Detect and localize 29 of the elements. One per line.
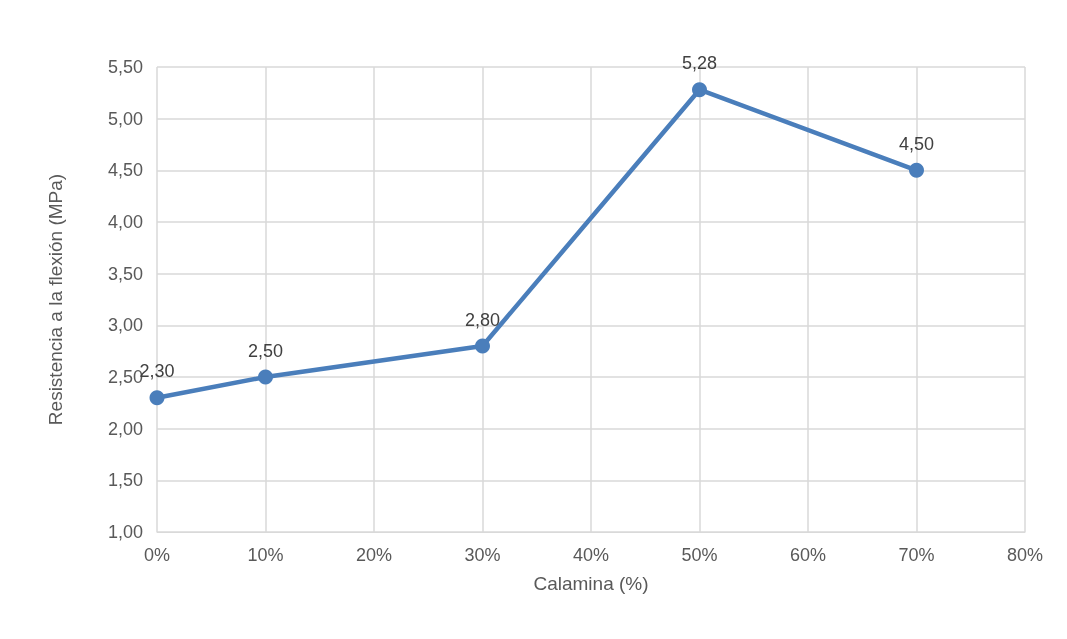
y-tick-label: 4,00	[107, 212, 143, 232]
y-tick-label: 3,00	[107, 315, 143, 336]
y-tick-label: 5,00	[107, 108, 143, 129]
x-tick-label: 30%	[464, 545, 501, 565]
y-tick-label: 4,50	[107, 160, 143, 181]
y-tick-label: 1,50	[107, 470, 143, 491]
point	[258, 369, 273, 385]
x-tick-label: 80%	[1006, 545, 1044, 565]
y-axis-title: Resistencia a la flexión (MPa)	[45, 173, 66, 426]
point	[149, 390, 165, 406]
data-label: 2,80	[464, 309, 501, 330]
y-tick-label: 3,50	[107, 263, 143, 284]
x-tick-label: 40%	[572, 545, 610, 565]
point	[475, 338, 490, 354]
point	[692, 82, 707, 98]
y-tick-label: 2,00	[107, 418, 143, 439]
data-label: 2,50	[247, 340, 284, 361]
x-tick-label: 10%	[247, 545, 284, 565]
x-tick-label: 50%	[681, 545, 718, 565]
data-label: 4,50	[898, 133, 935, 154]
y-tick-label: 1,00	[107, 522, 143, 542]
x-tick-label: 60%	[789, 545, 827, 565]
point	[909, 162, 924, 178]
x-tick-label: 20%	[355, 545, 393, 565]
data-label: 5,28	[681, 53, 718, 74]
x-axis-title: Calamina (%)	[533, 573, 649, 594]
x-tick-label: 0%	[143, 545, 171, 565]
x-tick-label: 70%	[898, 545, 935, 565]
y-tick-label: 5,50	[107, 57, 143, 77]
